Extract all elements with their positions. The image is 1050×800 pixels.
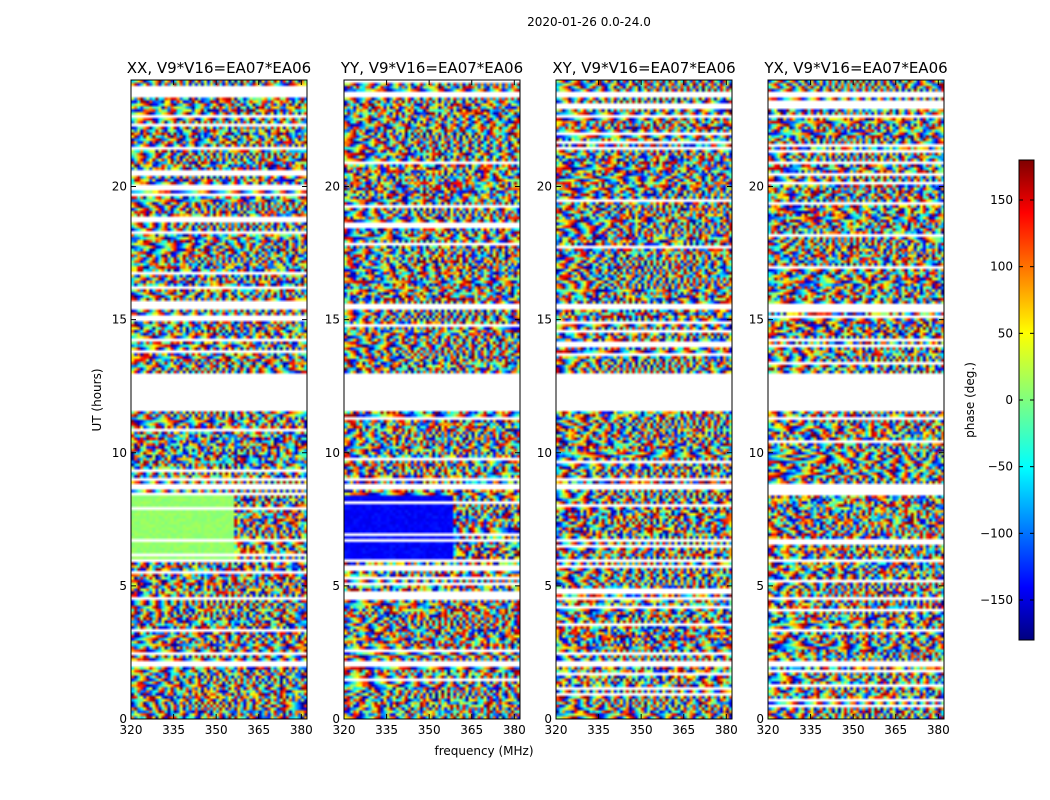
x-tick-label: 335 [162,723,185,737]
y-tick-label: 5 [332,579,340,593]
y-tick-label: 0 [756,712,764,726]
x-tick-label: 320 [120,723,143,737]
x-tick-label: 350 [418,723,441,737]
x-tick-label: 335 [587,723,610,737]
panel-frame [555,79,733,720]
phase-waterfall-image [556,80,732,719]
y-tick-label: 20 [749,180,764,194]
panel-xx: XX, V9*V16=EA07*EA06 320 335 350 365 380 0 5 10 1… [112,59,313,737]
y-tick-label: 5 [544,579,552,593]
x-tick-label: 365 [884,723,907,737]
y-tick-label: 0 [544,712,552,726]
colorbar-tick-label: −150 [980,593,1013,607]
colorbar-tick-label: 100 [990,260,1013,274]
colorbar: −150 −100 −50 0 50 100 150 phase (deg.) [963,159,1035,641]
panel-frame [130,79,308,720]
x-tick-label: 350 [205,723,228,737]
x-tick-label: 335 [375,723,398,737]
y-tick-label: 10 [749,446,764,460]
y-axis-label: UT (hours) [90,368,104,431]
x-tick-label: 320 [757,723,780,737]
y-tick-label: 20 [537,180,552,194]
panel-title: YY, V9*V16=EA07*EA06 [340,59,523,77]
colorbar-ticks: −150 −100 −50 0 50 100 150 [980,193,1034,607]
y-tick-label: 15 [537,313,552,327]
x-axis-label: frequency (MHz) [434,744,533,758]
figure-suptitle: 2020-01-26 0.0-24.0 [527,15,651,29]
y-tick-label: 10 [537,446,552,460]
y-tick-label: 10 [325,446,340,460]
phase-waterfall-image [344,80,520,719]
colorbar-label: phase (deg.) [963,362,977,438]
phase-waterfall-image [768,80,944,719]
panel-title: XY, V9*V16=EA07*EA06 [552,59,735,77]
colorbar-tick-label: 0 [1005,393,1013,407]
y-tick-label: 5 [756,579,764,593]
x-tick-label: 320 [333,723,356,737]
y-tick-label: 10 [112,446,127,460]
x-tick-label: 380 [290,723,313,737]
x-tick-label: 335 [799,723,822,737]
panel-title: YX, V9*V16=EA07*EA06 [763,59,947,77]
y-tick-label: 15 [325,313,340,327]
phase-waterfall-image [131,80,307,719]
y-tick-label: 15 [749,313,764,327]
x-tick-label: 380 [503,723,526,737]
x-tick-label: 350 [842,723,865,737]
y-tick-label: 15 [112,313,127,327]
colorbar-tick-label: 150 [990,193,1013,207]
x-tick-label: 320 [545,723,568,737]
x-tick-label: 380 [715,723,738,737]
x-tick-label: 350 [630,723,653,737]
colorbar-tick-label: −50 [988,460,1013,474]
y-tick-label: 0 [119,712,127,726]
colorbar-tick-label: 50 [998,326,1013,340]
x-tick-label: 380 [927,723,950,737]
y-tick-label: 20 [112,180,127,194]
panel-frame [343,79,521,720]
panel-yx: YX, V9*V16=EA07*EA06 320 335 350 365 380 0 5 10 1… [749,59,950,737]
panel-xy: XY, V9*V16=EA07*EA06 320 335 350 365 380 0 5 10 1… [537,59,738,737]
y-tick-label: 5 [119,579,127,593]
colorbar-tick-label: −100 [980,526,1013,540]
panel-frame [767,79,945,720]
panel-yy: YY, V9*V16=EA07*EA06 320 335 350 365 380 0 5 10 1… [325,59,526,737]
panel-title: XX, V9*V16=EA07*EA06 [127,59,311,77]
x-tick-label: 365 [672,723,695,737]
x-tick-label: 365 [247,723,270,737]
y-tick-label: 20 [325,180,340,194]
y-tick-label: 0 [332,712,340,726]
panels-layer: XX, V9*V16=EA07*EA06 320 335 350 365 380 0 5 10 1… [112,59,950,737]
x-tick-label: 365 [460,723,483,737]
